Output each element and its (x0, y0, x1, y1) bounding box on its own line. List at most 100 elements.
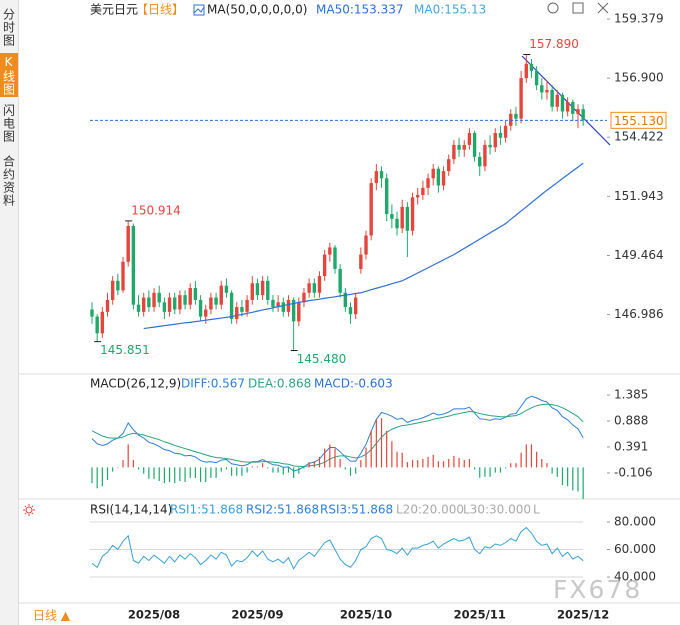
candle-body (286, 299, 291, 312)
macd-bar (230, 467, 233, 476)
candle-body (255, 283, 260, 296)
candle-body (333, 247, 337, 269)
side-tab[interactable]: K线图 (0, 53, 18, 97)
candle-body (317, 276, 322, 293)
macd-bar (163, 467, 165, 484)
macd-bar (344, 467, 346, 470)
macd-bar (437, 461, 439, 468)
macd-bar (303, 467, 305, 469)
candle-body (338, 268, 342, 293)
candle-body (457, 144, 461, 150)
candle-body (514, 113, 518, 119)
macd-bar (329, 444, 331, 468)
candle-body (540, 85, 544, 93)
candle-body (152, 292, 156, 308)
macd-bar (360, 460, 362, 468)
candle-body (322, 254, 327, 277)
candle-body (240, 307, 244, 312)
refresh-icon[interactable] (547, 2, 559, 14)
candle-body (364, 235, 368, 255)
macd-bar (324, 448, 326, 468)
candle-body (297, 302, 301, 322)
macd-bar (293, 467, 295, 478)
legend-extra: L (533, 503, 540, 517)
candle-body (472, 132, 477, 157)
candle-body (95, 316, 99, 334)
macd-bar (411, 460, 414, 468)
macd-bar (101, 467, 103, 487)
macd-bar (494, 467, 496, 473)
candle-body (214, 297, 218, 305)
x-tick-label: 2025/09 (231, 608, 283, 622)
macd-bar (567, 467, 569, 487)
close-icon[interactable] (597, 2, 609, 14)
candle-body (136, 304, 141, 312)
candle-body (478, 156, 482, 167)
settings-icon[interactable] (193, 4, 205, 16)
candle-body (441, 171, 446, 186)
macd-bar (256, 466, 259, 468)
candle-body (436, 168, 441, 186)
side-tab[interactable]: 合约资料 (1, 155, 16, 207)
candle-body (178, 295, 182, 310)
macd-bar (262, 463, 264, 468)
macd-bar (577, 467, 579, 492)
macd-bar (386, 430, 388, 468)
sidebar: 分时图 K线图闪电图合约资料 (0, 0, 19, 625)
candle-body (291, 299, 296, 322)
y-tick-label: 149.464 (614, 248, 664, 262)
macd-bar (525, 444, 527, 468)
macd-bar (267, 467, 269, 469)
macd-bar (375, 419, 377, 468)
candle-body (193, 288, 198, 300)
candle-body (157, 292, 161, 303)
y-tick-label: 159.379 (614, 11, 664, 25)
macd-bar (582, 467, 584, 499)
candle-body (359, 254, 363, 269)
candle-body (183, 295, 187, 305)
macd-bar (458, 457, 460, 468)
candle-body (447, 159, 451, 172)
macd-bar (339, 459, 341, 468)
icon (23, 504, 35, 516)
macd-bar (510, 463, 512, 468)
candle-body (571, 101, 575, 114)
macd-bar (432, 454, 434, 468)
legend-macd: MACD:-0.603 (314, 377, 393, 391)
candle-body (121, 261, 125, 291)
candle-body (545, 90, 549, 93)
candle-body (529, 63, 534, 71)
candle-body (467, 132, 472, 145)
y-tick-label: 40.000 (614, 569, 656, 583)
macd-bar (396, 451, 398, 468)
macd-bar (546, 463, 548, 468)
candle-body (142, 297, 146, 312)
candle-body (302, 292, 306, 303)
icon (547, 2, 559, 14)
side-tab[interactable]: 闪电图 (1, 103, 16, 143)
ma-line (143, 162, 584, 330)
y-tick-label: 154.422 (614, 130, 664, 144)
candle-body (581, 109, 585, 121)
macd-bar (225, 467, 228, 470)
extreme-label: 145.480 (297, 352, 347, 366)
macd-bar (194, 467, 196, 478)
macd-bar (505, 467, 507, 469)
candle-body (390, 214, 394, 219)
period-switch[interactable]: 日线 ▲ (33, 609, 71, 623)
macd-bar (479, 467, 481, 478)
candle-body (100, 311, 105, 334)
macd-bar (272, 467, 274, 473)
macd-bar (468, 459, 471, 468)
side-tab[interactable]: 分时图 (1, 7, 16, 47)
macd-bar (96, 467, 98, 489)
period-label[interactable]: 【日线】 (136, 3, 184, 17)
candle-body (245, 299, 249, 312)
macd-bar (168, 467, 171, 483)
rsi-settings-icon[interactable] (23, 504, 35, 516)
candle-body (250, 283, 254, 300)
legend-dea: DEA:0.868 (248, 377, 311, 391)
candle-body (307, 283, 311, 293)
expand-icon[interactable] (572, 2, 584, 14)
